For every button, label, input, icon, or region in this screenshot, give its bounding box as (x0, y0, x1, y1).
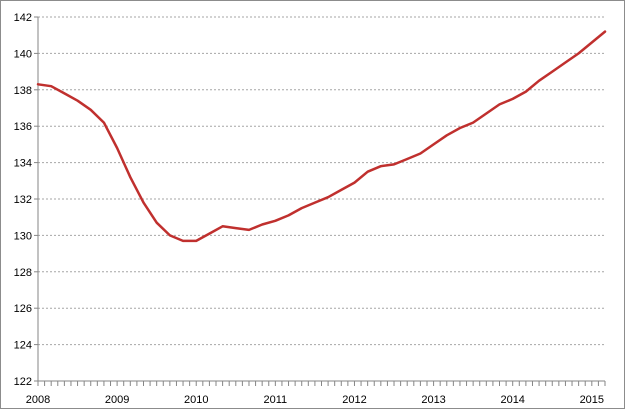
data-point (63, 92, 66, 95)
x-tick-label: 2008 (26, 394, 50, 406)
data-point (459, 127, 461, 129)
data-point (445, 134, 448, 137)
data-point (498, 103, 501, 106)
data-point (50, 85, 52, 87)
data-point (419, 152, 422, 155)
y-tick-label: 132 (14, 194, 32, 206)
data-point (591, 41, 593, 44)
data-point (604, 30, 606, 33)
data-point (208, 232, 211, 235)
data-point (287, 214, 290, 217)
data-point (340, 189, 343, 191)
x-tick-label: 2013 (421, 394, 445, 406)
data-point (406, 158, 409, 160)
series-line-0 (36, 30, 607, 243)
data-point (472, 121, 474, 124)
y-tick-label: 126 (14, 303, 32, 315)
y-tick-label: 140 (14, 48, 32, 60)
data-series (36, 30, 607, 243)
y-tick-label: 136 (14, 121, 32, 133)
x-axis-tick-labels: 2008 2009 2010 2011 2012 2013 2014 2015 (26, 394, 604, 406)
data-point (353, 181, 356, 184)
axes (34, 16, 606, 386)
y-tick-label: 130 (14, 230, 32, 242)
x-tick-label: 2014 (500, 394, 524, 406)
data-point (393, 163, 395, 166)
gridlines (38, 16, 605, 346)
data-point (300, 207, 303, 209)
data-point (169, 234, 171, 237)
data-point (525, 90, 527, 93)
x-tick-label: 2015 (580, 394, 604, 406)
data-point (76, 99, 79, 102)
data-point (577, 52, 580, 55)
data-point (538, 79, 540, 82)
y-tick-label: 142 (14, 12, 32, 24)
y-tick-label: 138 (14, 85, 32, 97)
data-point (142, 201, 145, 204)
x-tick-label: 2011 (264, 394, 288, 406)
data-point (564, 61, 567, 64)
y-axis-tick-labels: 122 124 126 128 130 132 134 136 138 140 142 (14, 12, 32, 388)
data-point (116, 147, 118, 149)
data-point (274, 220, 277, 222)
data-point (182, 240, 184, 242)
y-tick-label: 134 (14, 158, 32, 170)
x-tick-label: 2009 (105, 394, 129, 406)
y-tick-label: 124 (14, 340, 32, 352)
data-point (327, 196, 329, 198)
x-tick-label: 2010 (184, 394, 208, 406)
data-point (314, 201, 316, 204)
data-point (129, 176, 132, 178)
data-point (511, 98, 514, 100)
data-point (155, 221, 158, 224)
data-point (551, 70, 554, 73)
data-point (103, 121, 105, 124)
data-point (248, 229, 250, 231)
data-point (221, 225, 224, 228)
y-tick-label: 128 (14, 267, 32, 279)
x-tick-label: 2012 (342, 394, 366, 406)
data-point (485, 112, 488, 115)
data-point (37, 83, 39, 86)
data-point (261, 223, 263, 226)
data-point (380, 165, 382, 168)
y-tick-label: 122 (14, 376, 32, 388)
data-point (432, 143, 435, 146)
data-point (366, 170, 369, 173)
data-point (195, 240, 198, 242)
data-point (234, 227, 237, 229)
data-point (89, 109, 92, 111)
